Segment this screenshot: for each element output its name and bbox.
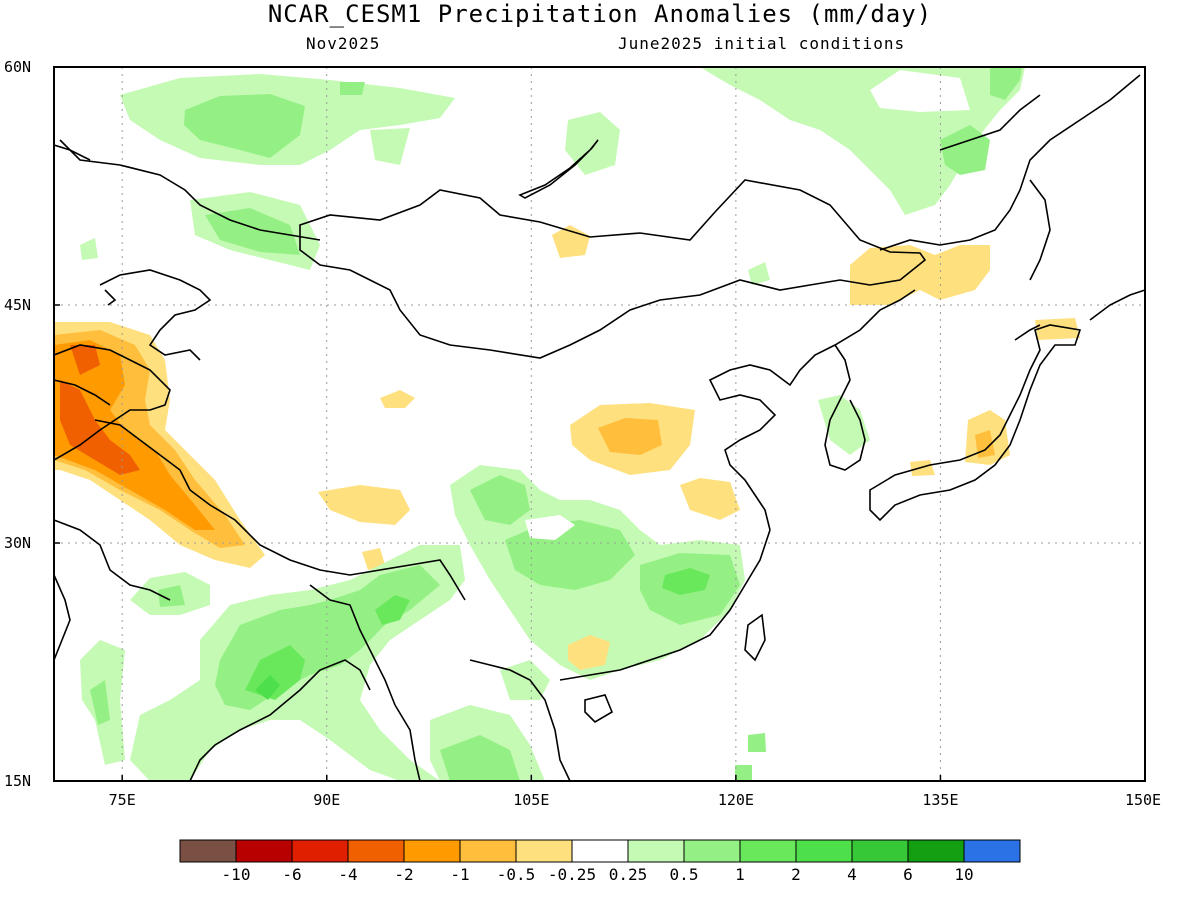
graticule	[54, 67, 1145, 781]
anomaly-region	[440, 735, 520, 781]
colorbar-swatch	[683, 839, 741, 863]
colorbar-swatch	[459, 839, 517, 863]
colorbar-label: 4	[847, 865, 857, 884]
colorbar-swatch	[627, 839, 685, 863]
colorbar-label: -10	[222, 865, 251, 884]
lat-label: 60N	[4, 58, 31, 76]
anomaly-region	[748, 262, 770, 285]
colorbar-label: -6	[282, 865, 301, 884]
anomaly-region	[318, 485, 410, 525]
anomaly-region	[552, 225, 590, 258]
anomaly-region	[362, 548, 385, 570]
anomaly-region	[680, 478, 740, 520]
anomaly-region	[910, 460, 935, 476]
anomaly-region	[60, 380, 140, 475]
anomaly-region	[975, 430, 995, 458]
anomaly-region	[662, 568, 710, 595]
lon-label: 135E	[922, 791, 958, 809]
anomaly-region	[598, 418, 662, 455]
colorbar-swatch	[291, 839, 349, 863]
anomaly-region	[500, 660, 550, 700]
lon-label: 120E	[718, 791, 754, 809]
colorbar-label: -0.25	[548, 865, 596, 884]
anomaly-region	[80, 238, 98, 260]
anomaly-region	[818, 395, 870, 455]
colorbar: -10 -6 -4 -2 -1 -0.5 -0.25 0.25 0.5 1 2 4 6 10	[179, 839, 1021, 884]
anomaly-region	[850, 245, 990, 305]
colorbar-swatch	[795, 839, 853, 863]
initial-conditions: June2025 initial conditions	[618, 34, 906, 53]
lat-label: 30N	[4, 534, 31, 552]
anomaly-shading	[54, 67, 1080, 781]
coastlines-borders	[54, 74, 1145, 781]
colorbar-label: 10	[954, 865, 973, 884]
anomaly-region	[90, 680, 110, 725]
colorbar-swatch	[515, 839, 573, 863]
lon-label: 90E	[313, 791, 340, 809]
anomaly-region	[748, 733, 766, 752]
anomaly-region	[525, 515, 575, 540]
colorbar-swatch	[403, 839, 461, 863]
anomaly-region	[184, 94, 305, 158]
colorbar-swatch	[907, 839, 965, 863]
anomaly-region	[735, 765, 752, 781]
lon-label: 105E	[513, 791, 549, 809]
colorbar-label: -2	[394, 865, 413, 884]
lat-label: 45N	[4, 296, 31, 314]
lat-label: 15N	[4, 772, 31, 790]
lon-label: 150E	[1125, 791, 1161, 809]
anomaly-region	[870, 70, 970, 112]
colorbar-label: -4	[338, 865, 357, 884]
colorbar-label: 1	[735, 865, 745, 884]
colorbar-label: 0.5	[670, 865, 699, 884]
anomaly-region	[375, 595, 410, 625]
lon-label: 75E	[109, 791, 136, 809]
colorbar-label: 6	[903, 865, 913, 884]
colorbar-swatch	[739, 839, 797, 863]
anomaly-region	[158, 585, 185, 607]
colorbar-swatch	[571, 839, 629, 863]
colorbar-label: -0.5	[497, 865, 536, 884]
anomaly-region	[990, 67, 1022, 100]
anomaly-region	[380, 390, 415, 408]
anomaly-region	[1035, 318, 1080, 340]
map-frame	[53, 66, 1146, 782]
anomaly-region	[54, 340, 215, 530]
colorbar-swatch	[347, 839, 405, 863]
anomaly-region	[70, 345, 100, 375]
colorbar-swatch	[851, 839, 909, 863]
anomaly-region	[340, 82, 365, 95]
colorbar-swatch	[963, 839, 1021, 863]
anomaly-region	[568, 635, 610, 670]
map-title: NCAR_CESM1 Precipitation Anomalies (mm/d…	[267, 0, 933, 28]
colorbar-label: 0.25	[609, 865, 648, 884]
colorbar-label: -1	[450, 865, 469, 884]
colorbar-swatch	[179, 839, 237, 863]
anomaly-region	[470, 475, 530, 525]
colorbar-label: 2	[791, 865, 801, 884]
anomaly-region	[370, 128, 410, 165]
colorbar-swatch	[235, 839, 293, 863]
axis-labels: 60N 45N 30N 15N 75E 90E 105E 120E 135E 150E	[4, 58, 1161, 809]
forecast-month: Nov2025	[306, 34, 381, 53]
anomaly-region	[255, 675, 280, 700]
